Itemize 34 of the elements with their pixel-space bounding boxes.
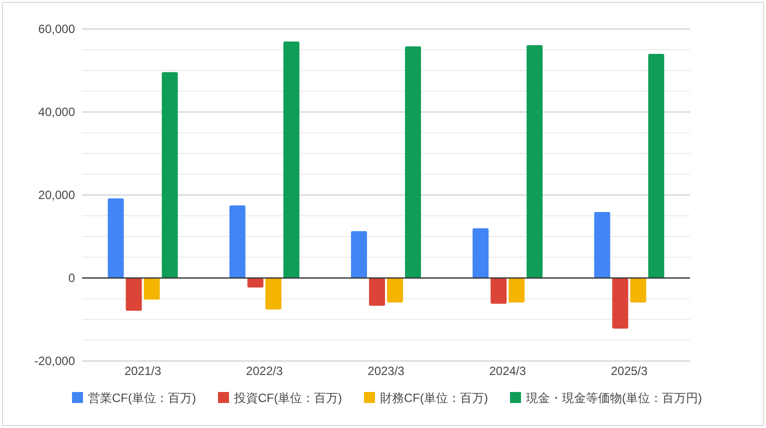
bar (351, 231, 367, 278)
bar (247, 278, 264, 288)
y-tick-label: -20,000 (34, 354, 76, 368)
legend-label: 現金・現金等価物(単位：百万円) (526, 391, 702, 405)
bar (229, 205, 246, 278)
bar (472, 228, 489, 278)
bar (594, 212, 610, 278)
legend-label: 財務CF(単位：百万) (380, 391, 488, 405)
x-tick-label: 2024/3 (489, 364, 526, 378)
bar (144, 278, 160, 300)
bar (526, 45, 543, 278)
bar (612, 278, 628, 329)
legend-label: 投資CF(単位：百万) (233, 391, 342, 405)
x-tick-label: 2023/3 (368, 364, 405, 378)
x-tick-label: 2022/3 (246, 364, 284, 378)
bar (162, 72, 178, 278)
legend-label: 営業CF(単位：百万) (88, 391, 196, 405)
bar (490, 278, 507, 304)
y-tick-label: 60,000 (38, 22, 76, 36)
bar (648, 54, 664, 278)
x-tick-label: 2025/3 (610, 364, 648, 378)
x-tick-label: 2021/3 (124, 364, 162, 378)
bar (369, 278, 385, 306)
y-tick-label: 20,000 (38, 188, 76, 202)
bar (405, 46, 421, 278)
y-tick-label: 40,000 (38, 105, 76, 119)
bar (108, 198, 124, 278)
bar (387, 278, 403, 302)
bar (508, 278, 525, 302)
bar (126, 278, 142, 311)
bar (265, 278, 282, 310)
bar (630, 278, 646, 302)
bar (283, 41, 300, 278)
y-tick-label: 0 (68, 271, 76, 285)
